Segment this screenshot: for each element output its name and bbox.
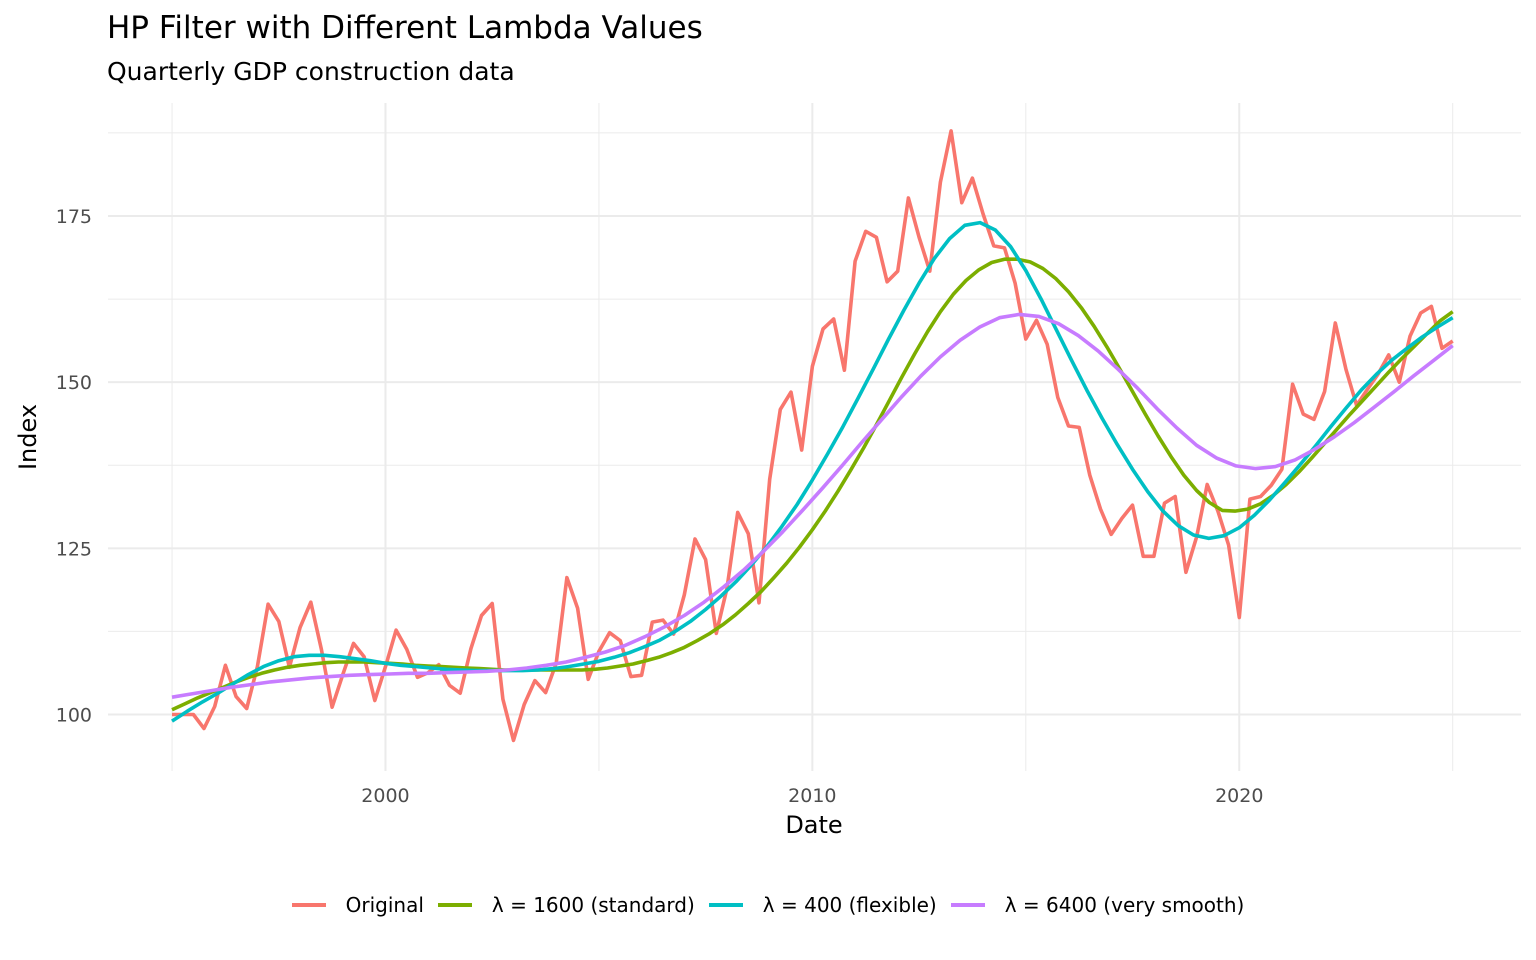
- y-tick-label: 100: [56, 705, 92, 727]
- legend-key-lambda-400: [708, 903, 743, 907]
- x-tick-label: 2010: [788, 785, 836, 807]
- y-axis-title: Index: [14, 404, 42, 470]
- legend-key-original: [291, 903, 326, 907]
- legend-label-lambda-400: λ = 400 (flexible): [762, 893, 937, 917]
- x-axis-title: Date: [785, 811, 842, 839]
- tick-labels: 100 125 150 175 2000 2010 2020: [56, 206, 1264, 807]
- y-tick-label: 175: [56, 206, 92, 228]
- series-lambda-400: [171, 220, 1454, 723]
- series-original: [172, 129, 1454, 743]
- y-tick-label: 150: [56, 372, 92, 394]
- series-lambda-6400: [171, 312, 1454, 699]
- legend-item-lambda-1600: λ = 1600 (standard): [437, 893, 695, 917]
- legend-item-lambda-400: λ = 400 (flexible): [708, 893, 937, 917]
- legend-label-lambda-6400: λ = 6400 (very smooth): [1004, 893, 1245, 917]
- x-tick-label: 2020: [1215, 785, 1263, 807]
- legend: Original λ = 1600 (standard) λ = 400 (fl…: [0, 893, 1536, 917]
- grid: [108, 103, 1521, 771]
- x-tick-label: 2000: [361, 785, 409, 807]
- legend-item-original: Original: [291, 893, 424, 917]
- legend-key-lambda-1600: [437, 903, 472, 907]
- legend-item-lambda-6400: λ = 6400 (very smooth): [950, 893, 1245, 917]
- y-tick-label: 125: [56, 538, 92, 560]
- series-layer: [171, 129, 1454, 743]
- legend-key-lambda-6400: [950, 903, 985, 907]
- chart-subtitle: Quarterly GDP construction data: [107, 57, 515, 86]
- legend-label-original: Original: [345, 893, 424, 917]
- legend-label-lambda-1600: λ = 1600 (standard): [491, 893, 695, 917]
- chart-title: HP Filter with Different Lambda Values: [107, 10, 703, 46]
